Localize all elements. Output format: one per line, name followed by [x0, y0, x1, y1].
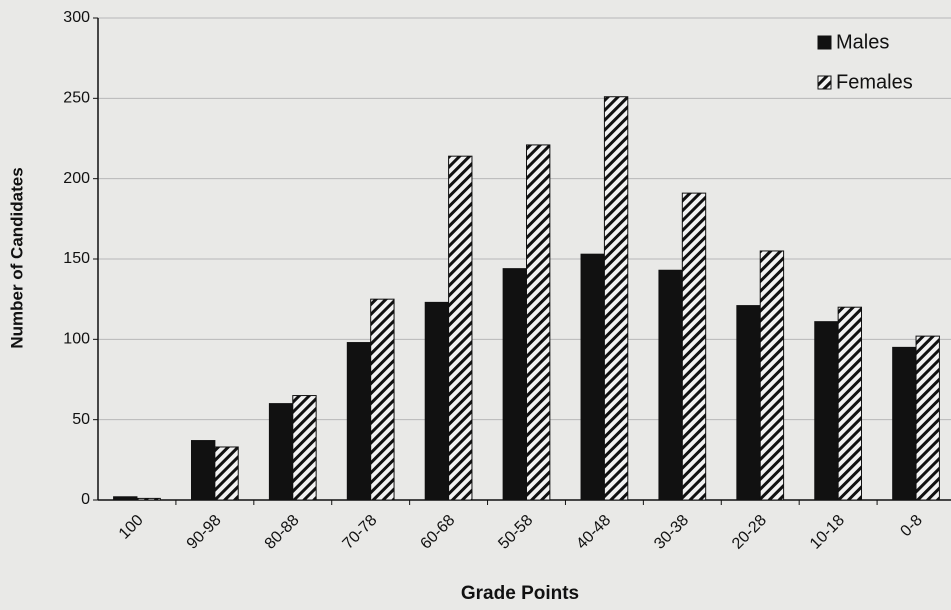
bar: [681, 192, 707, 501]
bar: [448, 155, 473, 501]
legend-label: Females: [836, 71, 913, 93]
bar: [268, 403, 294, 501]
bar: [837, 306, 863, 501]
bar: [526, 144, 551, 501]
bar: [136, 497, 161, 501]
y-tick-label: 300: [63, 9, 90, 26]
bar: [292, 395, 317, 501]
bar: [190, 440, 216, 501]
y-tick-label: 100: [63, 331, 90, 348]
bar: [370, 298, 395, 501]
legend-swatch: [817, 75, 832, 90]
y-axis-title: Number of Candidates: [7, 167, 26, 348]
bar: [502, 268, 527, 501]
bar: [915, 335, 940, 501]
x-axis-title: Grade Points: [461, 583, 579, 604]
legend-swatch: [817, 35, 832, 50]
bar: [580, 253, 605, 501]
bar: [814, 321, 839, 501]
y-tick-label: 50: [72, 411, 90, 428]
bar: [214, 446, 239, 501]
bar: [892, 346, 917, 501]
bar: [736, 305, 761, 501]
y-tick-label: 250: [63, 90, 90, 107]
y-tick-label: 200: [63, 170, 90, 187]
bar: [346, 342, 372, 501]
bar: [424, 301, 450, 501]
bar: [759, 250, 785, 501]
y-tick-label: 0: [81, 491, 90, 508]
bar: [658, 269, 683, 501]
y-tick-label: 150: [63, 250, 90, 267]
legend-label: Males: [836, 31, 889, 53]
bar: [603, 96, 629, 501]
bar: [113, 496, 138, 501]
